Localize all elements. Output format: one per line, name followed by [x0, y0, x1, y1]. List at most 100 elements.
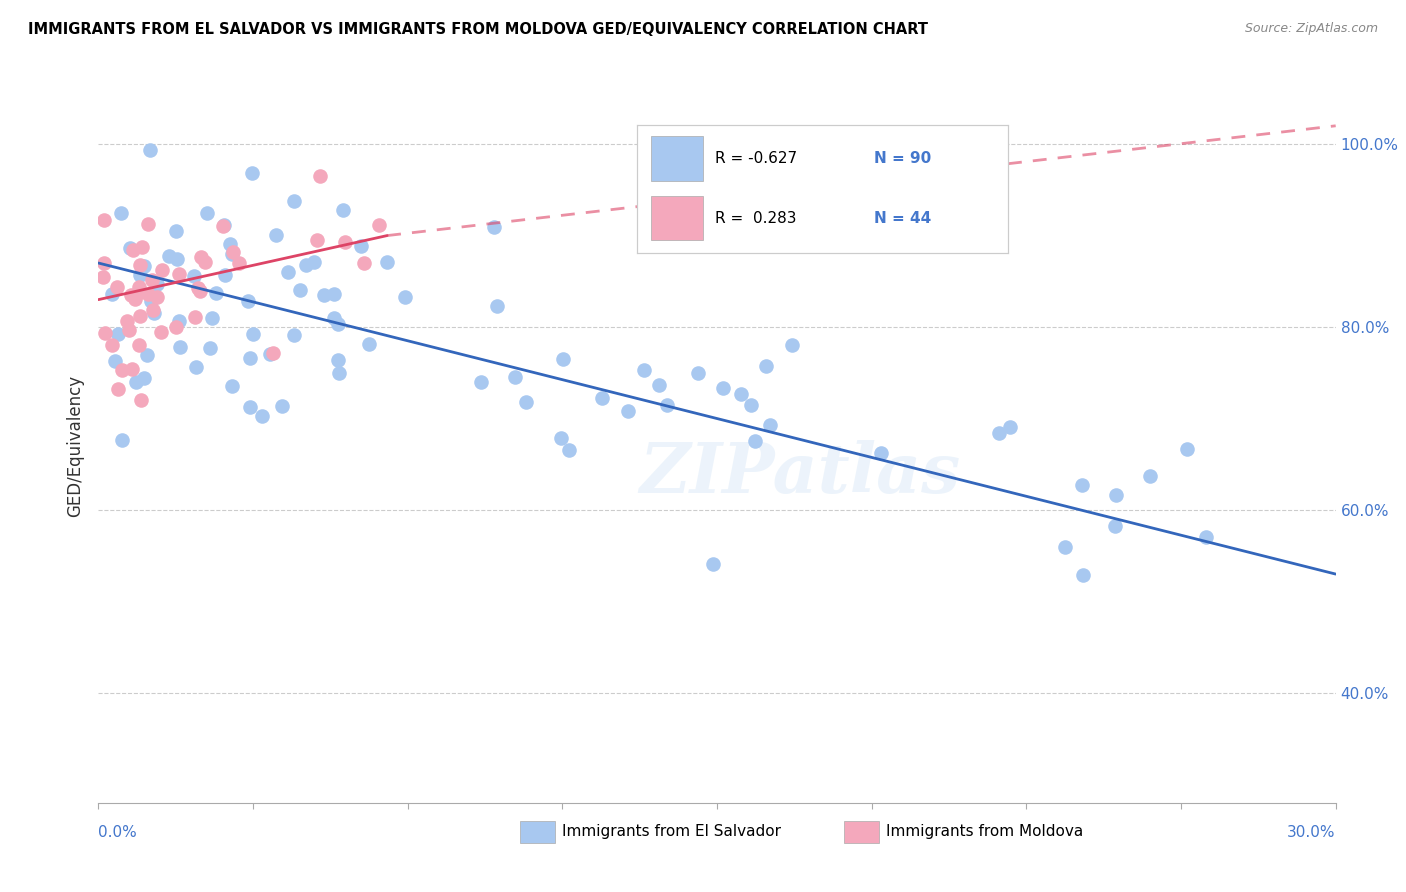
Point: [111, 362, 134, 376]
Point: [91, 269, 114, 284]
Point: [195, 206, 218, 220]
Point: [93, 213, 115, 227]
Point: [139, 293, 162, 308]
Point: [702, 558, 724, 572]
Point: [591, 391, 613, 405]
Text: Immigrants from El Salvador: Immigrants from El Salvador: [562, 824, 782, 838]
Point: [141, 273, 163, 287]
Bar: [844, 821, 879, 843]
Point: [239, 400, 262, 414]
Point: [129, 393, 152, 408]
Text: ZIPatlas: ZIPatlas: [638, 440, 960, 508]
Point: [252, 409, 274, 424]
Point: [139, 143, 162, 157]
Point: [136, 348, 159, 362]
Point: [294, 258, 316, 272]
Point: [326, 317, 349, 331]
Point: [759, 418, 782, 433]
Point: [110, 206, 132, 220]
Point: [550, 431, 572, 445]
Point: [515, 394, 537, 409]
Point: [165, 224, 187, 238]
Point: [188, 284, 211, 298]
Point: [131, 240, 153, 254]
Point: [686, 367, 709, 381]
Point: [870, 446, 893, 460]
Point: [128, 258, 150, 272]
Point: [1053, 540, 1076, 554]
Point: [264, 228, 287, 243]
Point: [335, 235, 357, 249]
Text: 30.0%: 30.0%: [1288, 825, 1336, 840]
Point: [218, 237, 240, 252]
Point: [150, 325, 173, 339]
Point: [150, 263, 173, 277]
Point: [128, 280, 150, 294]
Point: [128, 309, 150, 323]
Point: [239, 351, 262, 365]
Point: [124, 292, 146, 306]
Point: [115, 314, 138, 328]
Point: [1071, 478, 1094, 492]
Point: [184, 310, 207, 324]
Point: [326, 353, 349, 368]
Point: [136, 217, 159, 231]
Point: [323, 286, 346, 301]
Point: [169, 267, 191, 281]
Point: [104, 353, 127, 368]
Point: [368, 219, 391, 233]
Point: [142, 303, 165, 318]
Point: [1104, 519, 1126, 533]
Point: [101, 338, 124, 352]
Point: [375, 255, 398, 269]
Point: [648, 377, 671, 392]
Text: Source: ZipAtlas.com: Source: ZipAtlas.com: [1244, 22, 1378, 36]
Point: [100, 286, 122, 301]
Point: [125, 287, 148, 301]
Point: [353, 256, 375, 270]
Point: [744, 434, 766, 448]
Point: [165, 319, 187, 334]
Point: [988, 425, 1011, 440]
Point: [780, 338, 803, 352]
Point: [730, 387, 752, 401]
Point: [262, 346, 284, 360]
Text: Immigrants from Moldova: Immigrants from Moldova: [886, 824, 1083, 838]
Point: [633, 363, 655, 377]
Text: 0.0%: 0.0%: [98, 825, 138, 840]
Point: [711, 381, 734, 395]
Point: [1000, 419, 1022, 434]
Point: [221, 378, 243, 392]
Point: [146, 290, 169, 304]
Y-axis label: GED/Equivalency: GED/Equivalency: [66, 375, 84, 517]
Point: [222, 245, 245, 260]
Point: [328, 366, 350, 380]
Point: [270, 399, 292, 413]
Point: [1195, 530, 1218, 544]
Point: [309, 169, 332, 183]
Point: [1105, 488, 1128, 502]
Point: [132, 259, 155, 273]
Point: [136, 286, 159, 301]
Point: [221, 247, 243, 261]
Point: [470, 376, 492, 390]
Point: [166, 252, 188, 266]
Point: [129, 268, 152, 282]
Point: [93, 326, 115, 340]
Point: [186, 360, 208, 375]
Point: [212, 218, 235, 232]
Point: [394, 290, 416, 304]
Point: [194, 255, 217, 269]
Point: [503, 369, 526, 384]
Point: [204, 285, 226, 300]
Point: [283, 328, 305, 343]
Point: [485, 299, 508, 313]
Point: [259, 347, 281, 361]
Point: [125, 376, 148, 390]
Point: [1175, 442, 1198, 456]
Point: [146, 277, 169, 292]
Point: [93, 255, 115, 269]
Point: [120, 288, 142, 302]
Point: [302, 255, 325, 269]
Point: [228, 256, 250, 270]
